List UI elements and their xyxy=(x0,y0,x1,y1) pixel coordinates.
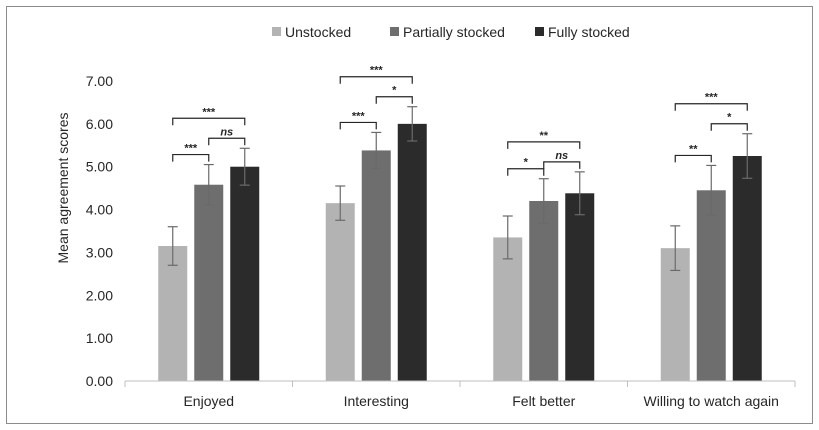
bar xyxy=(194,184,224,381)
x-axis: Enjoyed Interesting Felt better Willing to … xyxy=(124,380,796,409)
y-axis-label: Mean agreement scores xyxy=(55,113,71,264)
legend-swatch xyxy=(272,27,281,36)
y-tick-label: 3.00 xyxy=(86,244,113,260)
significance-label: *** xyxy=(184,143,198,155)
significance-bracket xyxy=(674,154,712,163)
significance-bracket xyxy=(172,153,210,162)
legend-label: Fully stocked xyxy=(548,24,630,40)
significance-bracket xyxy=(674,103,748,111)
x-tick-label: Felt better xyxy=(512,393,575,409)
bar xyxy=(230,166,260,381)
bar xyxy=(565,193,595,381)
bar xyxy=(732,156,762,381)
x-tick-label: Enjoyed xyxy=(183,393,234,409)
significance-brackets: ***ns*** ********ns******** xyxy=(172,65,748,176)
significance-label: *** xyxy=(352,110,366,122)
bars xyxy=(158,123,762,381)
significance-label: ns xyxy=(555,150,568,162)
y-tick-label: 5.00 xyxy=(86,159,113,175)
y-tick-label: 0.00 xyxy=(86,373,113,389)
significance-bracket xyxy=(339,76,413,84)
significance-label: *** xyxy=(202,106,216,118)
y-axis: 0.00 1.00 2.00 3.00 4.00 5.00 6.00 7.00 xyxy=(86,73,113,389)
significance-label: * xyxy=(524,157,529,169)
x-tick-label: Interesting xyxy=(344,393,409,409)
bar xyxy=(493,237,523,381)
significance-label: * xyxy=(727,112,732,124)
significance-bracket xyxy=(543,161,581,169)
legend-label: Unstocked xyxy=(285,24,351,40)
significance-bracket xyxy=(339,121,377,130)
y-tick-label: 1.00 xyxy=(86,330,113,346)
legend-swatch xyxy=(535,27,544,36)
significance-label: ** xyxy=(689,143,698,155)
significance-bracket xyxy=(208,137,246,146)
significance-bracket xyxy=(710,123,748,131)
bar xyxy=(361,150,391,381)
x-tick-label: Willing to watch again xyxy=(644,393,779,409)
bar xyxy=(325,203,355,381)
significance-bracket xyxy=(172,117,246,126)
y-tick-label: 4.00 xyxy=(86,202,113,218)
y-tick-label: 7.00 xyxy=(86,73,113,89)
y-tick-label: 2.00 xyxy=(86,287,113,303)
legend-swatch xyxy=(390,27,399,36)
bar xyxy=(397,123,427,381)
significance-bracket xyxy=(375,96,413,104)
significance-label: * xyxy=(392,85,397,97)
significance-label: *** xyxy=(705,92,719,104)
significance-label: ns xyxy=(220,126,233,138)
legend: Unstocked Partially stocked Fully stocked xyxy=(272,24,630,40)
bar xyxy=(696,190,726,381)
significance-bracket xyxy=(507,141,581,149)
bar xyxy=(158,246,188,381)
bar xyxy=(529,201,559,381)
significance-label: ** xyxy=(539,130,548,142)
error-bars xyxy=(167,106,753,272)
y-tick-label: 6.00 xyxy=(86,116,113,132)
legend-label: Partially stocked xyxy=(403,24,505,40)
significance-bracket xyxy=(507,168,545,176)
significance-label: *** xyxy=(370,65,384,77)
